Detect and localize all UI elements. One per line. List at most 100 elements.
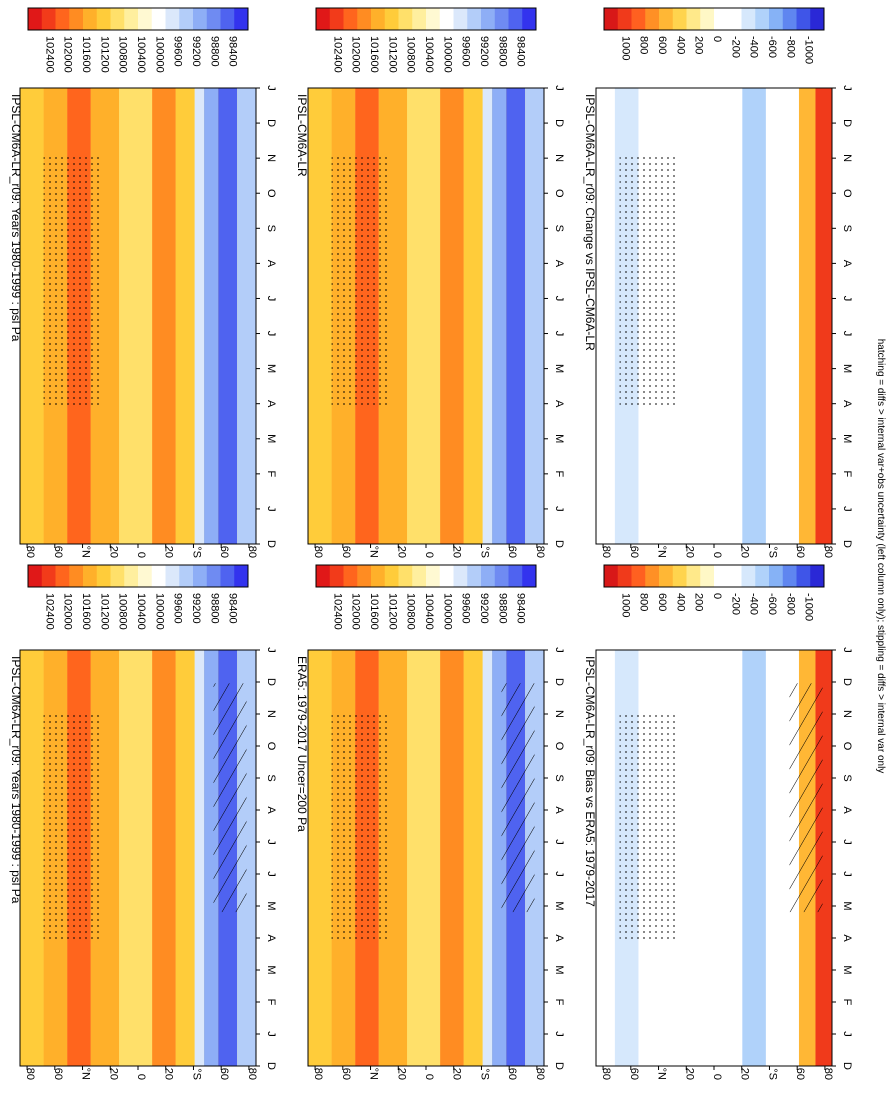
colorbar-label: 100000 bbox=[153, 593, 165, 630]
colorbar-cell bbox=[617, 565, 632, 587]
colorbar-label: 100800 bbox=[405, 36, 417, 73]
month-label: J bbox=[841, 331, 853, 337]
colorbar-cell bbox=[138, 565, 153, 587]
lat-band bbox=[463, 650, 483, 1066]
lat-label: °S bbox=[478, 546, 490, 558]
month-label: A bbox=[553, 934, 565, 942]
lat-band bbox=[666, 88, 743, 544]
colorbar-label: -1000 bbox=[803, 36, 815, 64]
month-label: D bbox=[841, 1062, 853, 1070]
lat-band bbox=[815, 88, 832, 544]
month-label: S bbox=[841, 225, 853, 232]
colorbar-cell bbox=[810, 8, 825, 30]
colorbar-cell bbox=[645, 565, 660, 587]
lat-band bbox=[798, 88, 816, 544]
hatching bbox=[789, 683, 823, 913]
colorbar-cell bbox=[481, 565, 496, 587]
month-label: A bbox=[841, 934, 853, 942]
colorbar-label: 98800 bbox=[496, 593, 508, 624]
lat-label: 60 bbox=[628, 1068, 640, 1080]
colorbar-label: 101200 bbox=[98, 36, 110, 73]
colorbar-cell bbox=[220, 8, 235, 30]
colorbar-label: 101600 bbox=[80, 593, 92, 630]
lat-label: 20 bbox=[739, 1068, 751, 1080]
month-label: D bbox=[553, 119, 565, 127]
colorbar-label: 101600 bbox=[368, 36, 380, 73]
colorbar-cell bbox=[494, 8, 509, 30]
lat-band bbox=[765, 88, 799, 544]
colorbar-cell bbox=[631, 565, 646, 587]
lat-label: 80 bbox=[534, 1068, 546, 1080]
colorbar-cell bbox=[165, 565, 180, 587]
lat-label: °N bbox=[80, 1068, 92, 1080]
colorbar-label: 102000 bbox=[350, 593, 362, 630]
colorbar-frame bbox=[27, 564, 249, 588]
colorbar-frame bbox=[27, 7, 249, 31]
colorbar-label: 1000 bbox=[619, 593, 631, 617]
lat-label: 80 bbox=[312, 546, 324, 558]
month-label: A bbox=[265, 260, 277, 268]
month-label: J bbox=[553, 647, 565, 653]
month-label: J bbox=[265, 331, 277, 337]
colorbar-cell bbox=[412, 565, 427, 587]
lat-band bbox=[596, 650, 615, 1066]
lat-band bbox=[440, 650, 464, 1066]
colorbar-cell bbox=[741, 8, 756, 30]
colorbar-cell bbox=[28, 8, 43, 30]
colorbar-label: 100000 bbox=[153, 36, 165, 73]
colorbar-cell bbox=[316, 565, 331, 587]
colorbar-label: 102400 bbox=[43, 593, 55, 630]
month-label: N bbox=[553, 710, 565, 718]
lat-label: 0 bbox=[423, 552, 435, 558]
lat-band bbox=[218, 88, 238, 544]
colorbar-cell bbox=[206, 8, 221, 30]
colorbar-label: 0 bbox=[711, 36, 723, 42]
month-label: D bbox=[553, 540, 565, 548]
colorbar-cell bbox=[645, 8, 660, 30]
colorbar-cell bbox=[343, 8, 358, 30]
colorbar-label: -600 bbox=[766, 36, 778, 58]
colorbar-label: 101200 bbox=[386, 36, 398, 73]
colorbar-cell bbox=[398, 8, 413, 30]
colorbar-label: 98400 bbox=[515, 593, 527, 624]
colorbar-cell bbox=[206, 565, 221, 587]
colorbar-cell bbox=[371, 8, 386, 30]
hatching bbox=[213, 683, 247, 913]
colorbar-label: -200 bbox=[729, 593, 741, 615]
lat-label: 80 bbox=[246, 546, 258, 558]
colorbar-label: 200 bbox=[693, 36, 705, 54]
month-label: M bbox=[265, 901, 277, 910]
colorbar-cell bbox=[672, 8, 687, 30]
month-label: A bbox=[265, 400, 277, 408]
colorbar-cell bbox=[55, 8, 70, 30]
month-label: A bbox=[553, 400, 565, 408]
lat-label: 80 bbox=[600, 546, 612, 558]
stippling bbox=[619, 712, 679, 942]
lat-label: 20 bbox=[163, 546, 175, 558]
colorbar-cell bbox=[234, 565, 249, 587]
month-label: S bbox=[841, 774, 853, 781]
colorbar-cell bbox=[453, 8, 468, 30]
month-label: S bbox=[553, 225, 565, 232]
colorbar-cell bbox=[151, 8, 166, 30]
lat-band bbox=[194, 88, 205, 544]
colorbar-label: 99200 bbox=[478, 593, 490, 624]
month-label: J bbox=[265, 85, 277, 91]
colorbar-cell bbox=[83, 8, 98, 30]
colorbar-frame bbox=[603, 7, 825, 31]
colorbar-cell bbox=[151, 565, 166, 587]
lat-label: °S bbox=[190, 546, 202, 558]
month-label: M bbox=[841, 965, 853, 974]
lat-band bbox=[152, 88, 176, 544]
colorbar-label: -800 bbox=[784, 593, 796, 615]
colorbar-cell bbox=[55, 565, 70, 587]
colorbar-cell bbox=[631, 8, 646, 30]
lat-label: 0 bbox=[711, 552, 723, 558]
colorbar-label: 100800 bbox=[117, 36, 129, 73]
panel-3: D J F M A M J J A S O N D J 80 60 °N 20 0 20 °S 60 80 IPSL-CM6A… bbox=[295, 7, 565, 558]
colorbar-cell bbox=[522, 8, 537, 30]
month-label: M bbox=[265, 364, 277, 373]
month-label: A bbox=[841, 260, 853, 268]
panel-0: D J F M A M J J A S O N D J 80 60 °N 20 0 20 °S 60 80 IPSL-CM6A… bbox=[9, 564, 277, 1080]
colorbar-frame bbox=[315, 7, 537, 31]
